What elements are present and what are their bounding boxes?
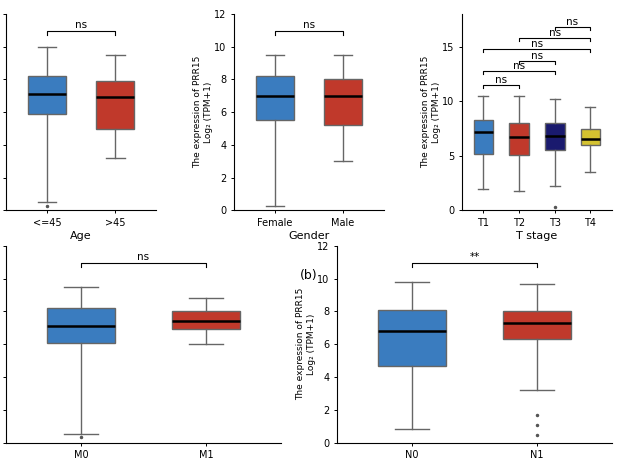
Text: ns: ns: [531, 39, 543, 49]
X-axis label: T stage: T stage: [516, 231, 557, 241]
Text: ns: ns: [75, 20, 87, 30]
PathPatch shape: [378, 310, 446, 366]
PathPatch shape: [96, 81, 134, 129]
Text: ns: ns: [303, 20, 315, 30]
Text: (c): (c): [528, 270, 545, 283]
Text: ns: ns: [137, 252, 150, 262]
PathPatch shape: [172, 312, 240, 330]
Y-axis label: The expression of PRR15
Log₂ (TPM+1): The expression of PRR15 Log₂ (TPM+1): [297, 288, 316, 401]
Text: ns: ns: [567, 17, 578, 27]
PathPatch shape: [324, 79, 362, 125]
PathPatch shape: [545, 123, 564, 150]
PathPatch shape: [580, 129, 600, 145]
Text: ns: ns: [549, 28, 561, 38]
Y-axis label: The expression of PRR15
Log₂ (TPM+1): The expression of PRR15 Log₂ (TPM+1): [421, 56, 441, 168]
Text: **: **: [470, 252, 480, 262]
PathPatch shape: [47, 308, 116, 343]
PathPatch shape: [473, 120, 493, 154]
Text: ns: ns: [513, 61, 525, 71]
Y-axis label: The expression of PRR15
Log₂ (TPM+1): The expression of PRR15 Log₂ (TPM+1): [193, 56, 213, 168]
X-axis label: Age: Age: [70, 231, 92, 241]
PathPatch shape: [28, 76, 66, 114]
X-axis label: Gender: Gender: [289, 231, 329, 241]
PathPatch shape: [256, 76, 294, 120]
Text: (b): (b): [300, 270, 318, 283]
PathPatch shape: [509, 123, 529, 155]
PathPatch shape: [502, 312, 571, 339]
Text: (a): (a): [72, 270, 90, 283]
Text: ns: ns: [495, 75, 507, 85]
Text: ns: ns: [531, 51, 543, 61]
